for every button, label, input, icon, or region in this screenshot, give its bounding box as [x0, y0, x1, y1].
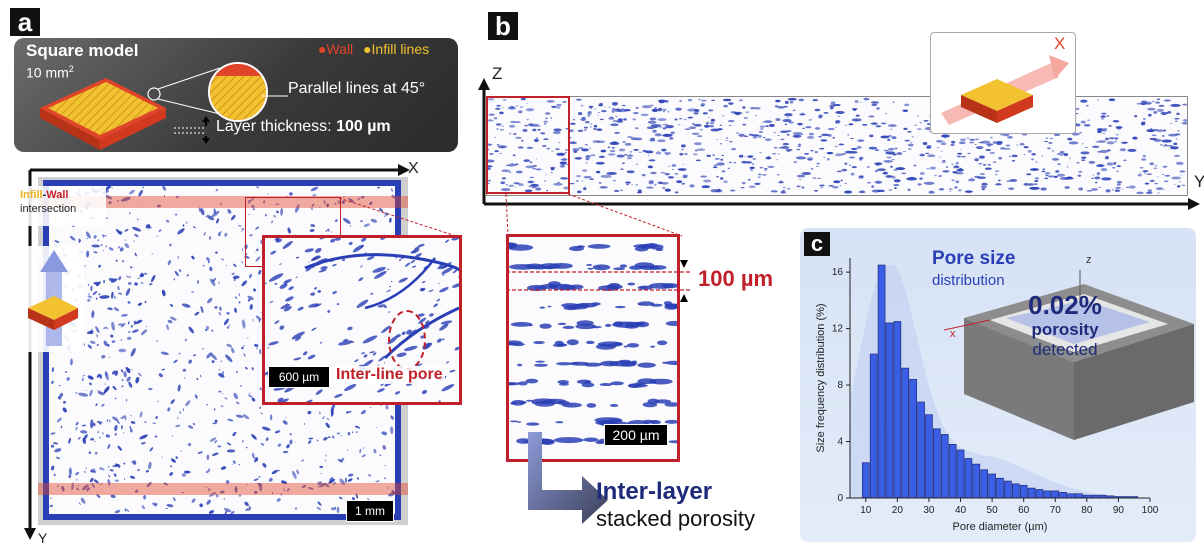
- panel-letter-a: a: [10, 8, 40, 36]
- x-tick-label: 40: [955, 505, 967, 516]
- distribution-shade: [850, 265, 1150, 498]
- y-tick-label: 16: [832, 267, 844, 278]
- y-tick-label: 12: [832, 324, 844, 335]
- axis-y-label-a: Y: [38, 530, 48, 546]
- axis-x-label-a: X: [408, 160, 419, 177]
- histogram-bar: [1035, 489, 1044, 499]
- y-tick-label: 4: [837, 437, 843, 448]
- panel-letter-b: b: [488, 12, 518, 40]
- layer-thickness-label: Layer thickness: 100 µm: [216, 118, 391, 135]
- histogram-bar: [869, 353, 878, 499]
- histogram-bar: [1067, 493, 1075, 499]
- model-cube-illustration: [40, 62, 288, 150]
- x-tick-label: 70: [1050, 505, 1062, 516]
- cube-z-label: z: [1086, 254, 1092, 266]
- histogram-bar: [917, 401, 925, 499]
- x-tick-label: 20: [892, 505, 904, 516]
- histogram-bar: [1011, 483, 1020, 499]
- detected-word: detected: [1032, 340, 1098, 359]
- inset-scale-bar-a: 600 µm: [268, 366, 330, 388]
- histogram-bar: [972, 463, 981, 499]
- model-area: 10 mm2: [26, 64, 74, 81]
- inter-layer-label: Inter-layer: [596, 478, 713, 505]
- inter-line-pore-marker: [388, 310, 426, 370]
- x-tick-label: 80: [1081, 505, 1093, 516]
- infill-wall-label: Infill-Wall intersection: [16, 186, 106, 226]
- histogram-bar: [1051, 490, 1060, 499]
- histogram-bar: [909, 379, 917, 499]
- legend-wall: Wall: [326, 41, 354, 57]
- porosity-cube-render: [944, 270, 1194, 440]
- axis-x-label-b: X: [1054, 34, 1066, 53]
- histogram-bar: [1004, 480, 1012, 499]
- layer-thickness-marker: [506, 260, 692, 302]
- histogram-bar: [901, 367, 910, 499]
- inset-connector-a: [338, 197, 457, 237]
- histogram-bar: [893, 321, 902, 499]
- histogram-bar: [980, 469, 989, 499]
- infill-wall-band-top: [38, 196, 408, 208]
- histogram-bar: [861, 462, 870, 499]
- print-direction-inset: [930, 32, 1076, 134]
- inset-connector-b: [505, 193, 683, 237]
- axis-z-label-b: Z: [492, 64, 503, 83]
- histogram-bar: [996, 477, 1004, 499]
- histogram-bar: [948, 444, 957, 499]
- histogram-bar: [964, 458, 973, 499]
- histogram-bar: [1043, 490, 1052, 499]
- histogram-bar: [933, 428, 941, 499]
- x-axis-title: Pore diameter (µm): [953, 521, 1048, 533]
- x-tick-label: 50: [987, 505, 999, 516]
- parallel-lines-label: Parallel lines at 45°: [288, 80, 426, 97]
- histogram-bar: [885, 322, 894, 499]
- histogram-bar: [877, 264, 886, 499]
- legend-infill: Infill lines: [371, 41, 430, 57]
- pore-size-chart: 10 20 30 40 50 60 70 80 90 100 0 4 8 12 16 Pore diamete…: [815, 258, 1159, 533]
- z-inset-label: Z: [32, 250, 42, 267]
- porosity-word: porosity: [1031, 320, 1099, 339]
- x-tick-label: 30: [923, 505, 935, 516]
- distribution-label: distribution: [932, 272, 1005, 289]
- main-scale-bar-a: 1 mm: [346, 500, 394, 522]
- y-axis-title: Size frequency distribution (%): [815, 303, 827, 452]
- inset-selection-b: [486, 96, 570, 194]
- histogram-bar: [1059, 492, 1067, 499]
- porosity-value: 0.02%: [1028, 290, 1102, 320]
- x-tick-label: 60: [1018, 505, 1030, 516]
- histogram-bar: [988, 473, 996, 499]
- histogram-bar: [1027, 487, 1036, 499]
- histogram-bar: [925, 414, 933, 499]
- z-orientation-inset: [20, 246, 84, 352]
- x-tick-label: 90: [1113, 505, 1125, 516]
- histogram-bar: [956, 449, 965, 499]
- stacked-porosity-label: stacked porosity: [596, 506, 755, 531]
- inter-line-pore-label: Inter-line pore: [334, 366, 445, 384]
- layer-100um-label: 100 µm: [698, 266, 774, 291]
- model-title: Square model: [26, 41, 139, 60]
- y-tick-label: 8: [837, 380, 843, 391]
- panel-letter-c: c: [804, 232, 830, 256]
- axis-y-label-b: Y: [1194, 172, 1204, 191]
- cube-x-label: x: [950, 328, 956, 340]
- inter-layer-arrow: [528, 432, 608, 524]
- panel-b-axes: [478, 78, 1200, 210]
- model-legend: ●Wall ●Infill lines: [318, 41, 430, 57]
- pore-size-label: Pore size: [932, 248, 1016, 269]
- infill-wall-band-bottom: [38, 483, 408, 495]
- histogram-bar: [1075, 493, 1083, 499]
- inset-scale-bar-b: 200 µm: [604, 424, 668, 446]
- y-tick-label: 0: [837, 493, 843, 504]
- histogram-bar: [1019, 484, 1028, 499]
- x-tick-label: 10: [860, 505, 872, 516]
- side-view-ct-strip: [486, 96, 1188, 196]
- x-tick-label: 100: [1142, 505, 1159, 516]
- histogram-bar: [940, 434, 949, 499]
